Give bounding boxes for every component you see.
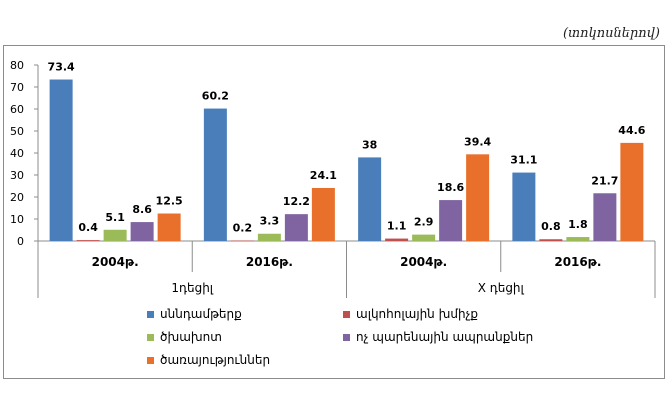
data-label: 12.5 <box>156 195 183 208</box>
bar-5 <box>620 142 644 241</box>
legend-swatch <box>147 357 154 364</box>
bar-2 <box>230 240 254 242</box>
y-tick-label: 70 <box>10 81 24 94</box>
bar-1 <box>49 79 73 242</box>
legend-swatch <box>343 334 350 341</box>
y-tick-label: 0 <box>17 235 24 248</box>
x-category-label: 2004թ. <box>400 255 447 269</box>
legend-swatch <box>343 311 350 318</box>
x-category-label: 2004թ. <box>92 255 139 269</box>
legend-label: ծխախոտ <box>160 330 222 344</box>
bar-2 <box>539 239 563 241</box>
data-label: 24.1 <box>310 169 337 182</box>
data-label: 0.8 <box>541 220 561 233</box>
unit-note: (տոկոսներով) <box>562 26 660 41</box>
data-label: 44.6 <box>618 124 645 137</box>
data-label: 39.4 <box>464 135 491 148</box>
data-label: 12.2 <box>283 195 310 208</box>
bar-4 <box>130 222 154 241</box>
y-tick-label: 60 <box>10 103 24 116</box>
data-label: 31.1 <box>510 154 537 167</box>
bar-4 <box>593 193 617 241</box>
data-label: 18.6 <box>437 181 464 194</box>
legend-label: ծառայություններ <box>160 353 270 367</box>
bar-1 <box>203 108 227 241</box>
y-tick-label: 20 <box>10 191 24 204</box>
bar-3 <box>566 237 590 241</box>
legend-swatch <box>147 334 154 341</box>
x-group-label: 1դեցիլ <box>171 281 213 295</box>
legend-label: սննդամթերք <box>160 307 242 321</box>
data-label: 0.4 <box>78 221 98 234</box>
bar-3 <box>257 233 281 241</box>
y-tick-label: 30 <box>10 169 24 182</box>
data-label: 0.2 <box>233 222 253 235</box>
chart-frame <box>3 45 665 379</box>
data-label: 38 <box>362 138 377 151</box>
bar-3 <box>103 229 127 241</box>
x-group-label: X դեցիլ <box>478 281 525 295</box>
data-label: 60.2 <box>202 90 229 103</box>
x-category-label: 2016թ. <box>246 255 293 269</box>
data-label: 5.1 <box>105 211 125 224</box>
y-tick-label: 10 <box>10 213 24 226</box>
legend-label: ոչ պարենային ապրանքներ <box>356 330 533 344</box>
data-label: 1.1 <box>387 220 407 233</box>
bar-4 <box>439 200 463 241</box>
data-label: 73.4 <box>48 61 75 74</box>
bar-1 <box>358 157 382 241</box>
bar-4 <box>284 214 308 241</box>
bar-5 <box>157 213 181 241</box>
data-label: 1.8 <box>568 218 588 231</box>
data-label: 3.3 <box>260 215 280 228</box>
y-tick-label: 40 <box>10 147 24 160</box>
bar-5 <box>311 187 335 241</box>
bar-2 <box>385 238 409 241</box>
bar-3 <box>412 234 436 241</box>
bar-5 <box>466 154 490 241</box>
legend-label: ալկոհոլային խմիչք <box>356 307 478 321</box>
data-label: 21.7 <box>591 174 618 187</box>
y-tick-label: 50 <box>10 125 24 138</box>
x-category-label: 2016թ. <box>554 255 601 269</box>
data-label: 2.9 <box>414 216 434 229</box>
bar-2 <box>76 240 100 241</box>
y-tick-label: 80 <box>10 59 24 72</box>
data-label: 8.6 <box>132 203 152 216</box>
legend-swatch <box>147 311 154 318</box>
bar-1 <box>512 172 536 241</box>
